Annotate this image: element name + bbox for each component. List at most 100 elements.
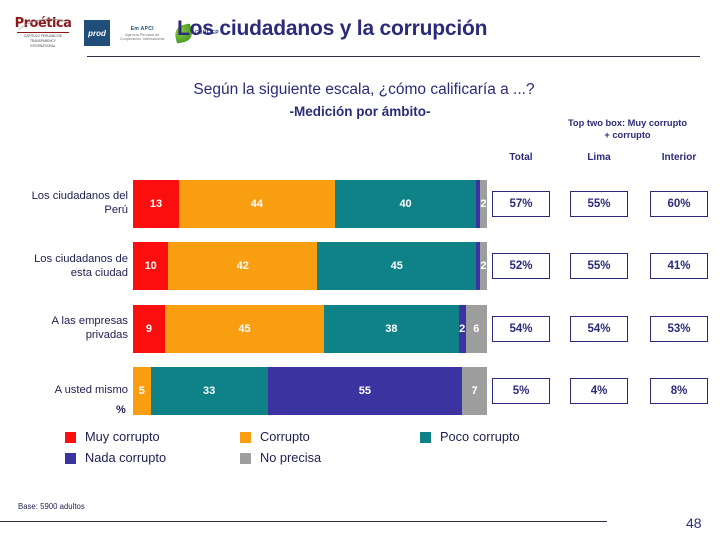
top-two-box-value-lima: 55% bbox=[570, 253, 628, 279]
question-line-2: -Medición por ámbito- bbox=[289, 104, 431, 119]
bar-segment-value: 45 bbox=[238, 322, 251, 335]
bar-segment-corrupto: 44 bbox=[179, 180, 335, 228]
top-two-box-value-lima: 55% bbox=[570, 191, 628, 217]
bar-segment-value: 6 bbox=[473, 322, 480, 335]
pro-descentralizacion-logo: prod bbox=[84, 20, 110, 46]
bar-segment-value: 10 bbox=[144, 259, 157, 272]
top-two-box-value-interior: 41% bbox=[650, 253, 708, 279]
top-two-box-value-interior: 53% bbox=[650, 316, 708, 342]
bar-segment-value: 45 bbox=[390, 259, 403, 272]
top-two-box-value-lima: 54% bbox=[570, 316, 628, 342]
proetica-logo: Proética CAPÍTULO PERUANO DE TRANSPARENC… bbox=[12, 15, 74, 49]
bar-segment-muy-corrupto: 9 bbox=[133, 305, 165, 353]
proetica-logo-word: Proética bbox=[14, 15, 72, 31]
bar-segment-value: 7 bbox=[471, 384, 478, 397]
bar-row: 10 42 45 2 bbox=[133, 242, 487, 290]
legend-swatch-corrupto bbox=[240, 431, 251, 443]
bar-segment-value: 2 bbox=[480, 259, 487, 272]
base-note: Base: 5900 adultos bbox=[18, 502, 85, 511]
legend-label: Muy corrupto bbox=[85, 429, 160, 444]
bar-segment-value: 33 bbox=[202, 384, 216, 397]
bar-segment-nada-corrupto: 2 bbox=[458, 305, 466, 353]
top-two-box-value-total: 54% bbox=[492, 316, 550, 342]
bar-segment-nada-corrupto bbox=[476, 180, 480, 228]
bar-row: 13 44 40 2 bbox=[133, 180, 487, 228]
row-label: Los ciudadanos del Perú bbox=[4, 189, 128, 217]
confiep-logo-word: CONFIEP bbox=[194, 30, 219, 36]
legend-swatch-muy-corrupto bbox=[65, 431, 76, 443]
row-label-line2: Perú bbox=[104, 204, 128, 216]
column-header-total: Total bbox=[509, 152, 533, 163]
row-label: Los ciudadanos de esta ciudad bbox=[4, 252, 128, 280]
bar-segment-nada-corrupto: 55 bbox=[267, 367, 463, 415]
bar-segment-poco-corrupto: 45 bbox=[317, 242, 477, 290]
bar-segment-value: 42 bbox=[236, 259, 249, 272]
header-divider bbox=[87, 56, 700, 57]
legend-item: Poco corrupto bbox=[420, 430, 520, 444]
bar-segment-corrupto: 45 bbox=[164, 305, 325, 353]
apci-logo: Em APCI Agencia Peruana de Cooperación I… bbox=[120, 20, 165, 46]
legend-item: Muy corrupto bbox=[65, 430, 160, 444]
logo-strip: Proética CAPÍTULO PERUANO DE TRANSPARENC… bbox=[12, 15, 219, 49]
bar-segment-muy-corrupto: 13 bbox=[133, 180, 180, 228]
proetica-logo-subtitle: CAPÍTULO PERUANO DE TRANSPARENCY INTERNA… bbox=[17, 31, 69, 49]
top-two-box-value-total: 5% bbox=[492, 378, 550, 404]
row-label-line1: A las empresas bbox=[51, 315, 128, 327]
row-label: A las empresas privadas bbox=[4, 314, 128, 342]
bar-segment-poco-corrupto: 33 bbox=[150, 367, 268, 415]
footer-divider bbox=[0, 521, 607, 522]
bar-segment-no-precisa: 2 bbox=[479, 180, 487, 228]
column-header-lima: Lima bbox=[587, 152, 611, 163]
apci-logo-line2: Agencia Peruana de bbox=[125, 32, 160, 37]
legend-item: Nada corrupto bbox=[65, 451, 166, 465]
bar-segment-muy-corrupto: 10 bbox=[133, 242, 169, 290]
bar-segment-value: 2 bbox=[480, 197, 487, 210]
legend-swatch-no-precisa bbox=[240, 452, 251, 464]
bar-segment-value: 40 bbox=[399, 197, 412, 210]
apci-logo-line1: Em APCI bbox=[130, 25, 154, 32]
bar-segment-nada-corrupto bbox=[476, 242, 480, 290]
bar-row: 9 45 38 2 6 bbox=[133, 305, 487, 353]
top-two-box-value-interior: 60% bbox=[650, 191, 708, 217]
legend-swatch-poco-corrupto bbox=[420, 431, 431, 443]
top-two-box-value-interior: 8% bbox=[650, 378, 708, 404]
bar-segment-corrupto: 42 bbox=[168, 242, 318, 290]
column-header-interior: Interior bbox=[661, 152, 697, 163]
legend-swatch-nada-corrupto bbox=[65, 452, 76, 464]
page-number: 48 bbox=[686, 515, 702, 531]
chart-legend: Muy corrupto Corrupto Poco corrupto Nada c… bbox=[65, 430, 665, 472]
row-label-line1: Los ciudadanos del bbox=[31, 190, 128, 202]
bar-segment-poco-corrupto: 40 bbox=[334, 180, 477, 228]
legend-row-1: Muy corrupto Corrupto Poco corrupto bbox=[65, 430, 665, 451]
page-title: Los ciudadanos y la corrupción bbox=[177, 17, 488, 40]
row-label-line1: Los ciudadanos de bbox=[34, 253, 128, 265]
bar-segment-corrupto: 5 bbox=[133, 367, 151, 415]
bar-segment-poco-corrupto: 38 bbox=[324, 305, 459, 353]
bar-segment-value: 55 bbox=[358, 384, 371, 397]
legend-item: No precisa bbox=[240, 451, 321, 465]
top-two-box-caption-line2: + corrupto bbox=[604, 129, 651, 140]
question-line-1: Según la siguiente escala, ¿cómo calific… bbox=[193, 81, 535, 98]
apci-logo-line3: Cooperación Internacional bbox=[120, 36, 165, 41]
bar-segment-value: 5 bbox=[138, 384, 145, 397]
bar-segment-value: 44 bbox=[250, 197, 264, 210]
confiep-logo: CONFIEP bbox=[173, 22, 219, 44]
legend-label: Poco corrupto bbox=[440, 429, 520, 444]
top-two-box-caption-line1: Top two box: Muy corrupto bbox=[567, 118, 688, 128]
bar-segment-value: 9 bbox=[145, 322, 152, 335]
legend-label: Corrupto bbox=[260, 429, 310, 444]
bar-segment-value: 38 bbox=[385, 322, 398, 335]
legend-label: No precisa bbox=[260, 450, 322, 465]
row-label-line2: esta ciudad bbox=[70, 267, 128, 279]
top-two-box-caption: Top two box: Muy corrupto + corrupto bbox=[540, 118, 715, 141]
row-label: A usted mismo bbox=[4, 383, 128, 397]
bar-segment-value: 13 bbox=[149, 197, 163, 210]
legend-row-2: Nada corrupto No precisa bbox=[65, 451, 665, 472]
bar-segment-no-precisa: 7 bbox=[462, 367, 487, 415]
bar-segment-no-precisa: 2 bbox=[479, 242, 487, 290]
bar-row: 5 33 55 7 bbox=[133, 367, 487, 415]
bar-segment-no-precisa: 6 bbox=[465, 305, 487, 353]
top-two-box-value-total: 57% bbox=[492, 191, 550, 217]
